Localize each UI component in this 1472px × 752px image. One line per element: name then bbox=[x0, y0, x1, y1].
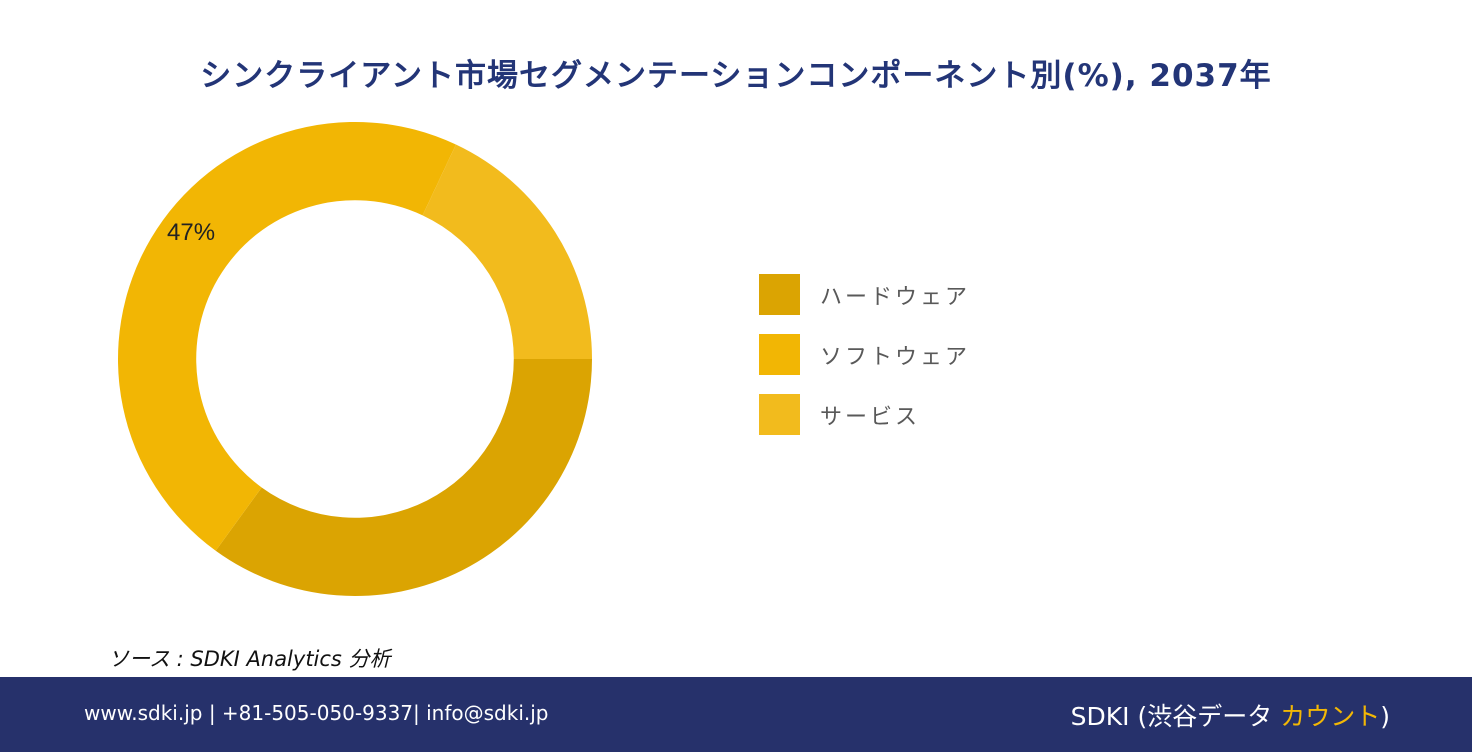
legend-swatch-software bbox=[759, 334, 800, 375]
data-label-software: 47% bbox=[167, 219, 215, 246]
brand-accent: カウント bbox=[1280, 702, 1381, 731]
legend-swatch-hardware bbox=[759, 274, 800, 315]
legend-label-services: サービス bbox=[820, 404, 921, 430]
source-note: ソース : SDKI Analytics 分析 bbox=[108, 647, 391, 671]
legend-label-hardware: ハードウェア bbox=[820, 284, 971, 310]
legend-item-software: ソフトウェア bbox=[759, 334, 970, 375]
slice-services bbox=[422, 144, 592, 359]
slice-software bbox=[118, 122, 456, 551]
footer-brand: SDKI (渋谷データ カウント) bbox=[1071, 697, 1390, 733]
legend-item-hardware: ハードウェア bbox=[759, 274, 970, 315]
legend: ハードウェア ソフトウェア サービス bbox=[759, 274, 970, 454]
legend-label-software: ソフトウェア bbox=[820, 344, 971, 370]
footer-contact: www.sdki.jp | +81-505-050-9337| info@sdk… bbox=[84, 701, 549, 725]
brand-close: ) bbox=[1380, 702, 1390, 731]
chart-title: シンクライアント市場セグメンテーションコンポーネント別(%), 2037年 bbox=[200, 58, 1272, 94]
donut-chart: 47% bbox=[118, 122, 592, 596]
slice-hardware bbox=[215, 359, 592, 596]
legend-item-services: サービス bbox=[759, 394, 970, 435]
footer-bar: www.sdki.jp | +81-505-050-9337| info@sdk… bbox=[0, 677, 1472, 752]
brand-name: SDKI (渋谷データ bbox=[1070, 702, 1281, 731]
legend-swatch-services bbox=[759, 394, 800, 435]
